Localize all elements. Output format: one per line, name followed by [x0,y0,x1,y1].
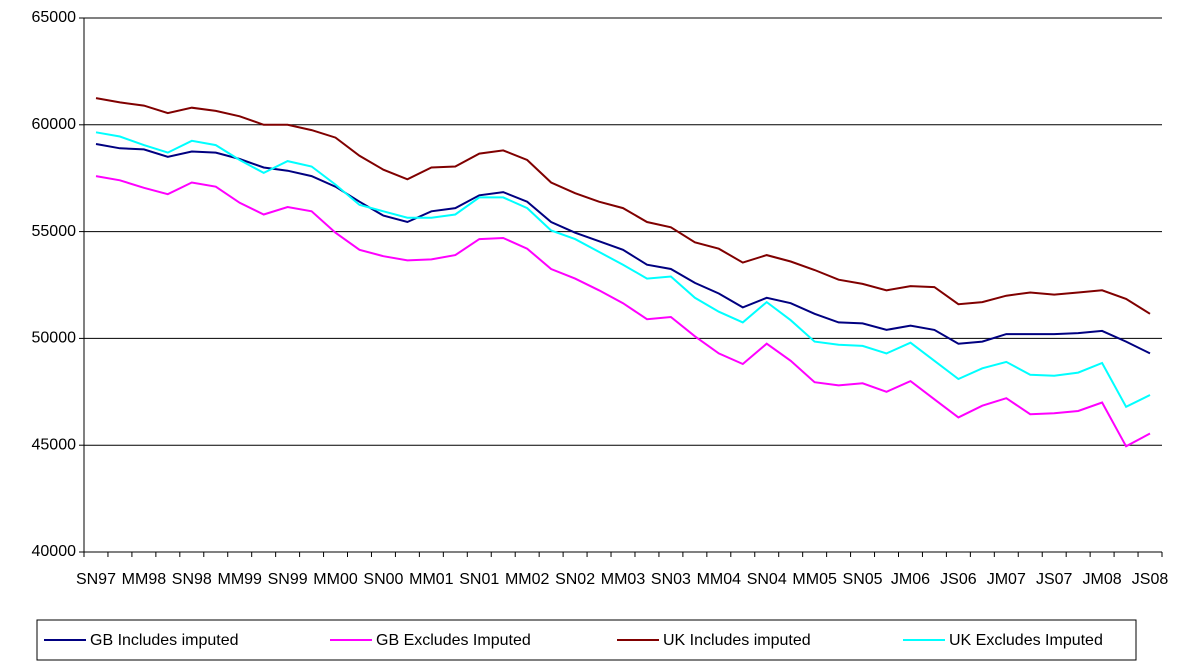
y-tick-label: 55000 [32,223,77,240]
x-tick-label: JM06 [891,571,930,588]
x-tick-label: MM00 [313,571,358,588]
y-tick-label: 65000 [32,9,77,26]
x-tick-label: MM98 [122,571,167,588]
series-line [95,97,1151,315]
series-line [95,131,1151,409]
x-tick-label: SN03 [651,571,691,588]
x-tick-label: JS07 [1036,571,1073,588]
y-tick-label: 60000 [32,116,77,133]
series-line [95,143,1151,355]
x-tick-label: SN04 [747,571,787,588]
x-tick-label: SN01 [459,571,499,588]
x-tick-label: MM03 [601,571,646,588]
x-tick-label: MM04 [697,571,742,588]
legend-label: UK Includes imputed [663,632,811,649]
x-tick-label: SN00 [363,571,403,588]
x-tick-label: JS06 [940,571,977,588]
y-tick-label: 45000 [32,436,77,453]
legend-label: GB Excludes Imputed [376,632,531,649]
legend-box [36,619,1137,661]
y-tick-label: 50000 [32,330,77,347]
x-tick-label: MM99 [217,571,262,588]
x-tick-label: SN99 [268,571,308,588]
x-tick-label: SN98 [172,571,212,588]
series-line [95,175,1151,448]
x-tick-label: SN05 [843,571,883,588]
y-tick-label: 40000 [32,543,77,560]
x-tick-label: SN02 [555,571,595,588]
x-tick-label: MM05 [792,571,837,588]
x-tick-label: JM07 [987,571,1026,588]
legend-label: UK Excludes Imputed [949,632,1103,649]
x-tick-label: JM08 [1083,571,1122,588]
legend-label: GB Includes imputed [90,632,239,649]
x-tick-label: MM01 [409,571,454,588]
x-tick-label: MM02 [505,571,550,588]
x-tick-label: JS08 [1132,571,1169,588]
x-tick-label: SN97 [76,571,116,588]
